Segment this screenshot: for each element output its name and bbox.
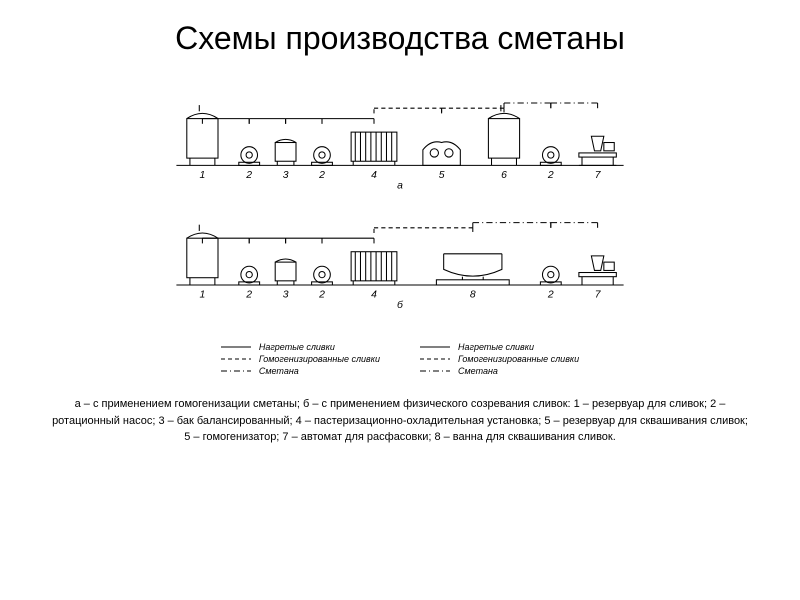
- svg-text:4: 4: [371, 289, 377, 300]
- diagram-container: 1 2 3 2 4 5 6 2 7 а 1 2 3 2 4 8 2 7 б: [40, 77, 760, 337]
- legend-label: Нагретые сливки: [259, 342, 335, 352]
- svg-text:4: 4: [371, 170, 377, 181]
- svg-text:а: а: [397, 180, 403, 191]
- legend-label: Гомогенизированные сливки: [458, 354, 579, 364]
- page-title: Схемы производства сметаны: [40, 20, 760, 57]
- legend-item: Нагретые сливки: [420, 342, 579, 352]
- svg-text:5: 5: [439, 170, 445, 181]
- svg-text:2: 2: [318, 289, 325, 300]
- svg-text:8: 8: [470, 289, 476, 300]
- svg-text:2: 2: [318, 170, 325, 181]
- svg-text:2: 2: [245, 170, 252, 181]
- legend-label: Сметана: [259, 366, 299, 376]
- svg-text:2: 2: [547, 170, 554, 181]
- legend-item: Нагретые сливки: [221, 342, 380, 352]
- svg-text:б: б: [397, 299, 404, 311]
- legend-item: Сметана: [221, 366, 380, 376]
- legend-label: Сметана: [458, 366, 498, 376]
- description-text: а – с применением гомогенизации сметаны;…: [40, 396, 760, 446]
- legend-item: Сметана: [420, 366, 579, 376]
- process-diagram: 1 2 3 2 4 5 6 2 7 а 1 2 3 2 4 8 2 7 б: [140, 77, 660, 337]
- svg-text:1: 1: [200, 170, 206, 181]
- svg-text:7: 7: [595, 170, 602, 181]
- legend-label: Нагретые сливки: [458, 342, 534, 352]
- legend-right: Нагретые сливки Гомогенизированные сливки…: [420, 342, 579, 376]
- legend-left: Нагретые сливки Гомогенизированные сливки…: [221, 342, 380, 376]
- svg-text:6: 6: [501, 170, 507, 181]
- svg-text:7: 7: [595, 289, 602, 300]
- svg-text:3: 3: [283, 289, 289, 300]
- svg-text:1: 1: [200, 289, 206, 300]
- legend-item: Гомогенизированные сливки: [221, 354, 380, 364]
- svg-text:3: 3: [283, 170, 289, 181]
- svg-text:2: 2: [245, 289, 252, 300]
- legend-item: Гомогенизированные сливки: [420, 354, 579, 364]
- legend-label: Гомогенизированные сливки: [259, 354, 380, 364]
- svg-text:2: 2: [547, 289, 554, 300]
- legend: Нагретые сливки Гомогенизированные сливки…: [40, 342, 760, 376]
